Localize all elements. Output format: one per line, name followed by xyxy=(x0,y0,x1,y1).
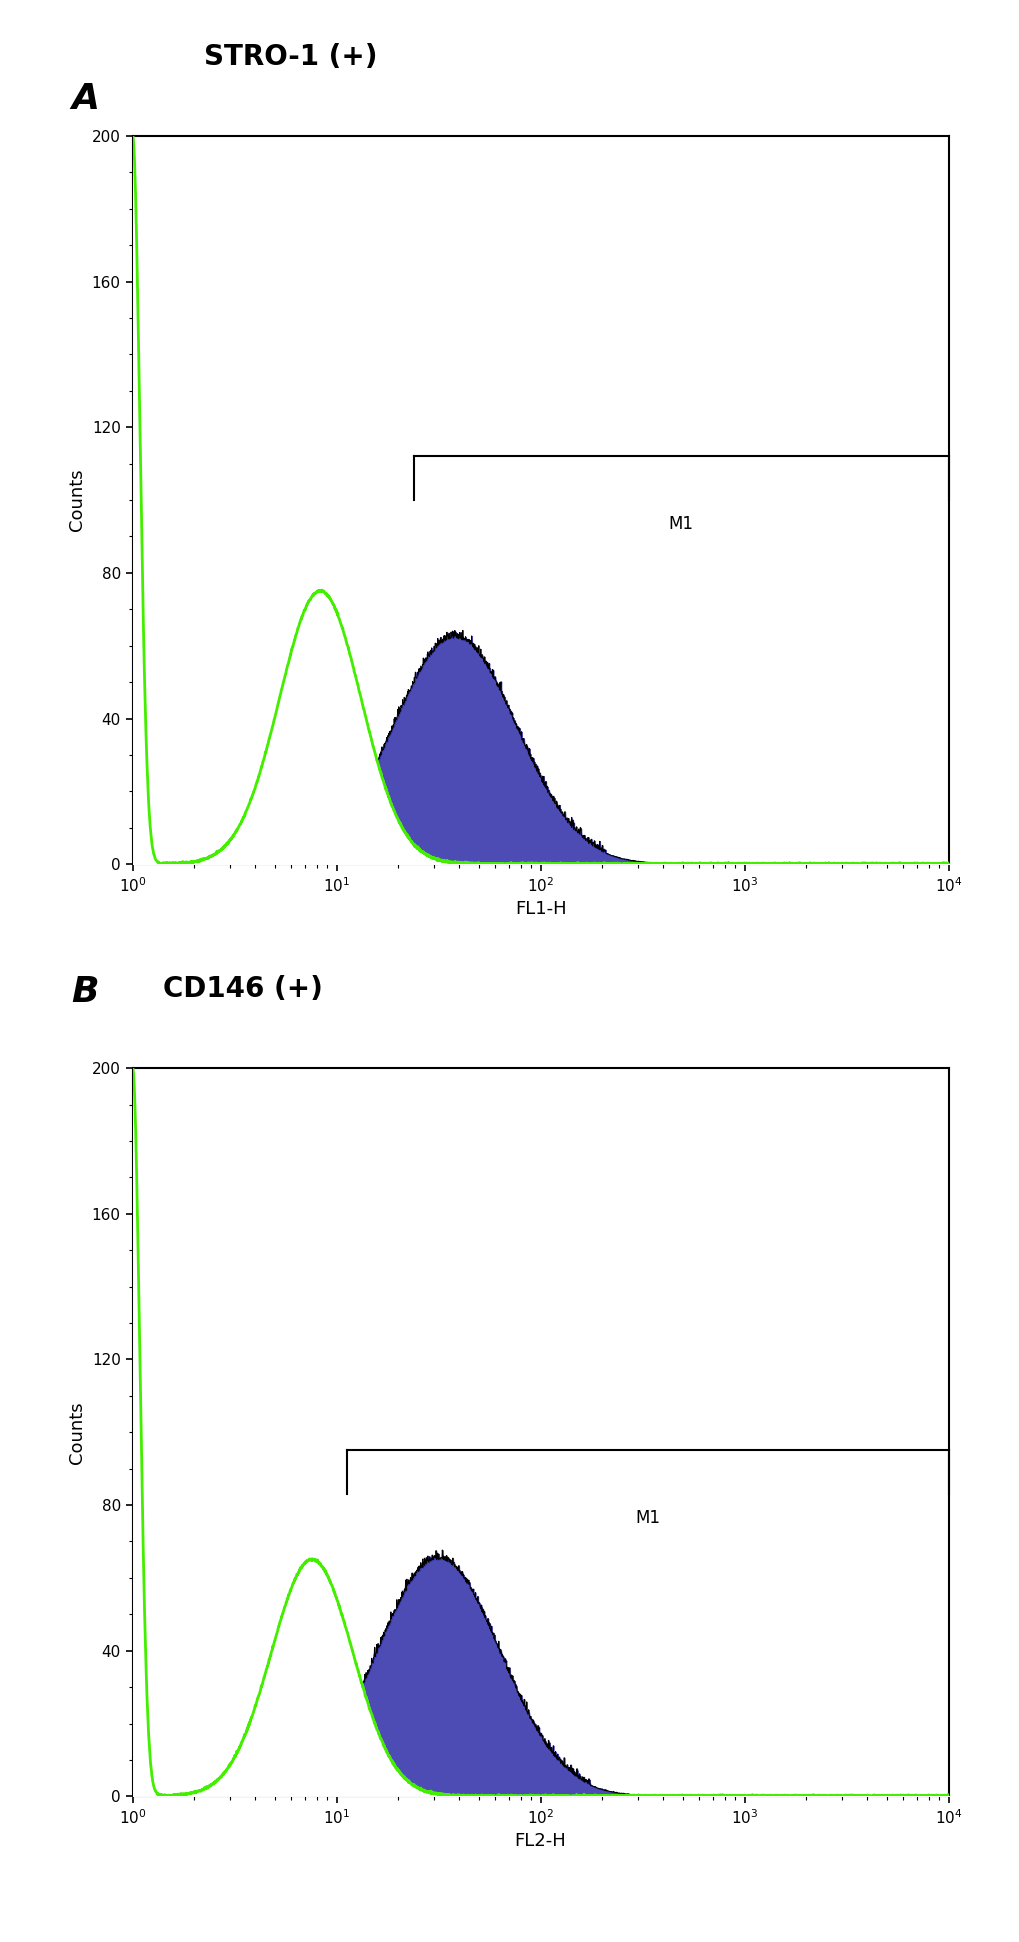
Y-axis label: Counts: Counts xyxy=(68,468,87,532)
X-axis label: FL1-H: FL1-H xyxy=(515,901,566,919)
X-axis label: FL2-H: FL2-H xyxy=(515,1833,566,1851)
Text: A: A xyxy=(71,82,99,117)
Text: CD146 (+): CD146 (+) xyxy=(163,975,323,1002)
Y-axis label: Counts: Counts xyxy=(68,1400,87,1464)
Text: B: B xyxy=(71,975,99,1010)
Text: M1: M1 xyxy=(668,515,693,532)
Text: STRO-1 (+): STRO-1 (+) xyxy=(204,43,377,70)
Text: M1: M1 xyxy=(635,1509,659,1526)
